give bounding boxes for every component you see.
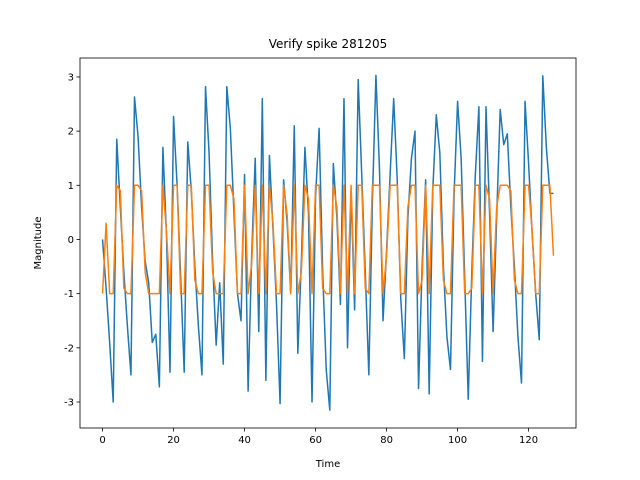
y-tick-label: -2 bbox=[64, 343, 74, 354]
y-tick-label: 2 bbox=[68, 127, 74, 138]
y-tick-label: 0 bbox=[68, 235, 74, 246]
plot-frame bbox=[79, 57, 577, 429]
y-tick-label: 1 bbox=[68, 181, 74, 192]
x-tick-label: 100 bbox=[448, 435, 467, 446]
x-tick-label: 20 bbox=[167, 435, 180, 446]
y-axis-label: Magnitude bbox=[33, 217, 44, 270]
data-line bbox=[101, 74, 554, 411]
x-axis-label: Time bbox=[315, 459, 340, 470]
y-tick-label: -1 bbox=[64, 289, 74, 300]
x-tick-label: 80 bbox=[380, 435, 393, 446]
x-tick-label: 40 bbox=[238, 435, 251, 446]
x-tick-label: 0 bbox=[99, 435, 105, 446]
y-tick-label: -3 bbox=[64, 397, 74, 408]
chart-title: Verify spike 281205 bbox=[269, 37, 388, 51]
data-line bbox=[101, 184, 555, 295]
x-tick-label: 120 bbox=[519, 435, 538, 446]
y-tick-label: 3 bbox=[68, 72, 74, 83]
x-tick-label: 60 bbox=[309, 435, 322, 446]
